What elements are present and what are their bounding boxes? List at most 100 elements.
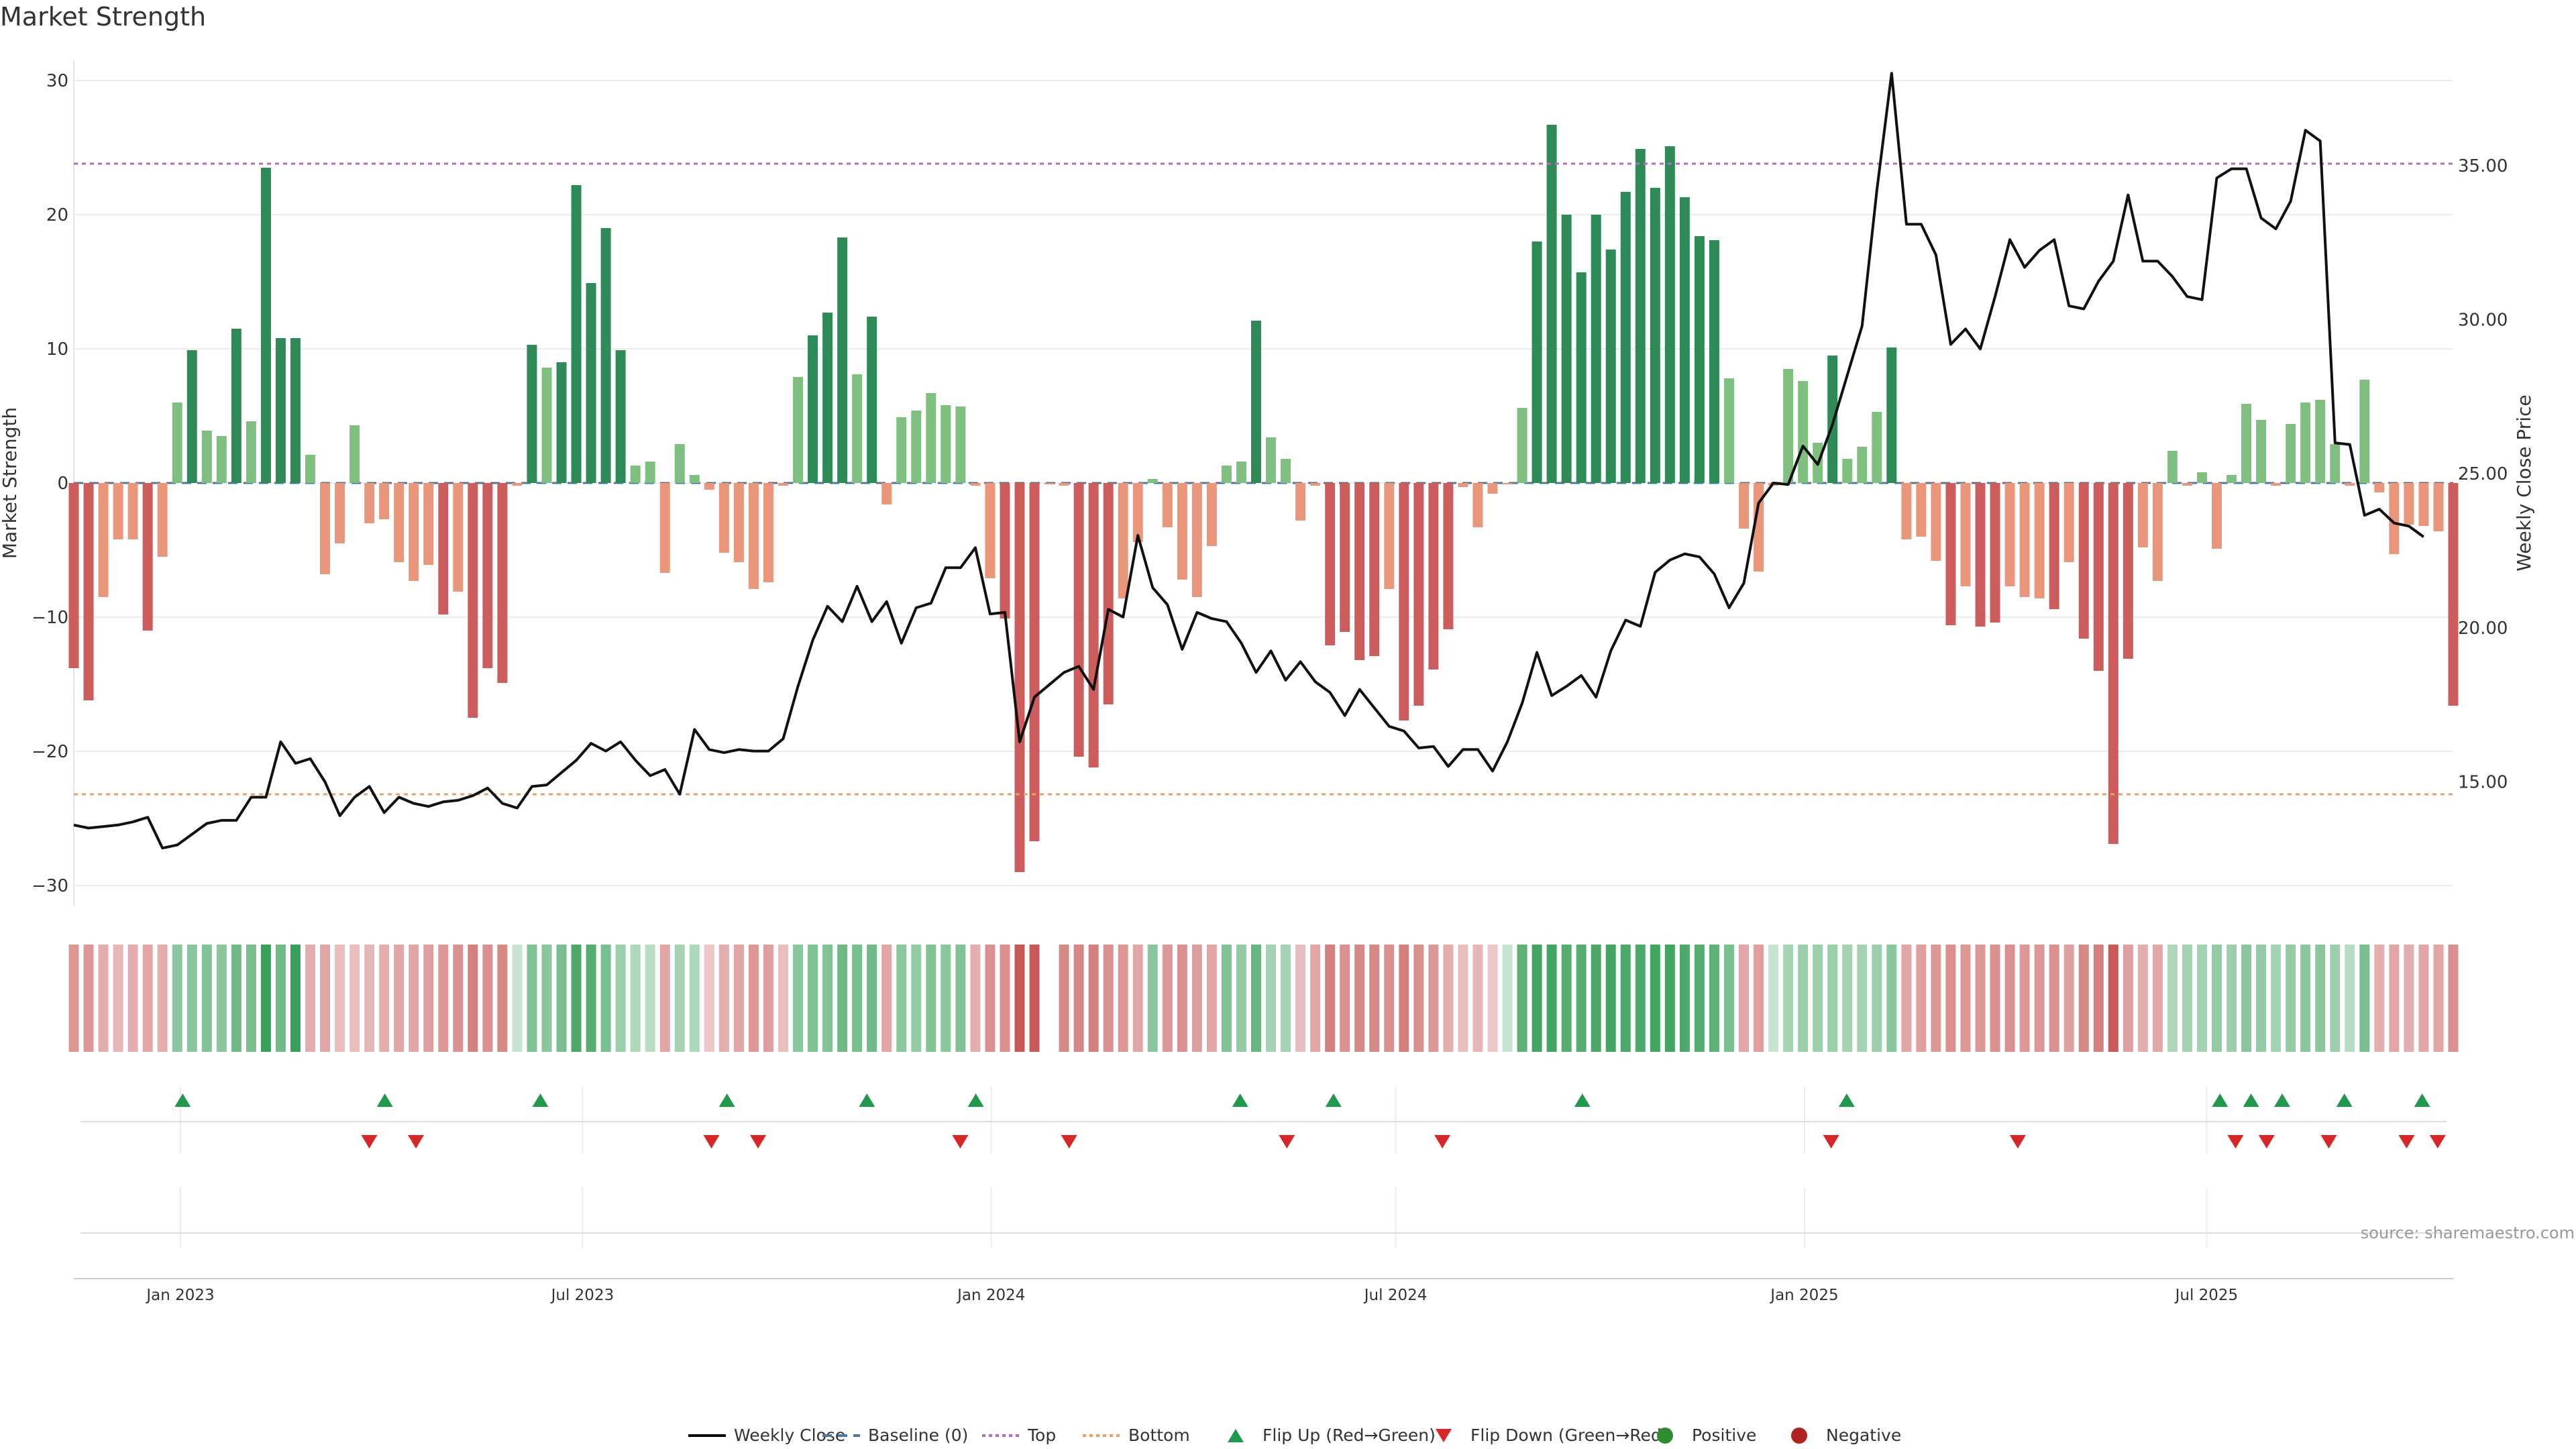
y-tick-label: −20 (32, 742, 68, 762)
strength-bar (1029, 483, 1040, 841)
strength-bar (1399, 483, 1409, 720)
strength-bar (2078, 483, 2089, 639)
strength-bar (1088, 483, 1099, 767)
strength-bar (127, 483, 138, 539)
heat-cell (1709, 945, 1719, 1052)
heat-cell (2182, 945, 2192, 1052)
legend: Weekly Close Baseline (0) Top Bottom Flip Up… (688, 1426, 1901, 1445)
heat-cell (1162, 945, 1173, 1052)
heat-cell (1502, 945, 1513, 1052)
strength-bar (2374, 483, 2385, 492)
strength-bar (1945, 483, 1956, 625)
strength-bar (2093, 483, 2104, 671)
strength-bar (748, 483, 759, 589)
y-tick-label: −30 (32, 876, 68, 896)
heat-cell (852, 945, 863, 1052)
strength-bar (83, 483, 94, 700)
strength-bar (808, 335, 818, 483)
heat-cell (335, 945, 345, 1052)
heat-cell (541, 945, 552, 1052)
flip-down-marker (952, 1135, 969, 1148)
heat-cell (1073, 945, 1084, 1052)
strength-bar (1916, 483, 1927, 537)
heat-cell (1842, 945, 1853, 1052)
strength-bar (1650, 188, 1660, 483)
strength-bar (290, 338, 301, 483)
heat-cell (985, 945, 996, 1052)
heat-cell (718, 945, 729, 1052)
strength-bar (231, 329, 241, 483)
heat-cell (1679, 945, 1690, 1052)
strength-bar (1576, 272, 1587, 483)
strength-bar (1221, 466, 1232, 483)
heat-cell (2226, 945, 2237, 1052)
strength-bar (1487, 483, 1498, 494)
heat-cell (1191, 945, 1202, 1052)
strength-bar (2226, 475, 2237, 483)
heat-cell (1945, 945, 1956, 1052)
heat-cell (350, 945, 360, 1052)
strength-bar (659, 483, 670, 573)
strength-bar (1118, 483, 1128, 598)
strength-bar (837, 237, 848, 483)
strength-bar (157, 483, 168, 557)
strength-bar (1044, 483, 1055, 484)
heat-cell (571, 945, 582, 1052)
strength-bar (1754, 483, 1764, 572)
strength-bar (674, 444, 685, 483)
strength-bar (778, 483, 788, 486)
strength-bar (733, 483, 744, 562)
heat-cell (1561, 945, 1572, 1052)
strength-bar (1191, 483, 1202, 597)
strength-bar (1281, 459, 1291, 483)
y-axis-label: Market Strength (0, 407, 21, 559)
strength-bar (1886, 347, 1897, 483)
strength-bar (260, 168, 271, 483)
strength-bar (1827, 356, 1838, 483)
heat-cell (1369, 945, 1380, 1052)
y2-axis-label: Weekly Close Price (2513, 394, 2535, 571)
strength-bar (985, 483, 996, 578)
y2-tick-label: 35.00 (2458, 156, 2508, 176)
heat-cell (615, 945, 626, 1052)
heat-cell (2448, 945, 2459, 1052)
heat-cell (1916, 945, 1927, 1052)
heat-cell (482, 945, 493, 1052)
heat-cell (113, 945, 123, 1052)
strength-bar (881, 483, 892, 504)
y2-tick-label: 15.00 (2458, 772, 2508, 792)
heat-cell (172, 945, 182, 1052)
legend-label: Baseline (0) (868, 1426, 968, 1445)
strength-bar (186, 350, 197, 483)
heat-cell (1103, 945, 1114, 1052)
flip-up-marker (967, 1093, 984, 1107)
heat-cell (955, 945, 966, 1052)
heat-cell (409, 945, 419, 1052)
heat-cell (1591, 945, 1601, 1052)
strength-bar (541, 368, 552, 483)
heat-cell (763, 945, 773, 1052)
heat-cell (2271, 945, 2282, 1052)
strength-bar (1073, 483, 1084, 757)
legend-swatch (1436, 1429, 1452, 1442)
strength-bar (2389, 483, 2400, 554)
heat-cell (1281, 945, 1291, 1052)
strength-bar (852, 374, 863, 483)
strength-bar (941, 405, 951, 483)
strength-bar (1635, 149, 1646, 483)
heat-cell (2034, 945, 2045, 1052)
heat-cell (2359, 945, 2370, 1052)
heat-cell (2389, 945, 2400, 1052)
heat-cell (83, 945, 94, 1052)
strength-bar (1546, 125, 1557, 483)
strength-bar (1458, 483, 1468, 487)
strength-bar (482, 483, 493, 668)
strength-bar (1059, 483, 1069, 486)
heat-cell (2315, 945, 2326, 1052)
heat-cell (1458, 945, 1468, 1052)
heat-cell (881, 945, 892, 1052)
strength-bar (1857, 447, 1868, 483)
strength-bar (1384, 483, 1395, 589)
strength-bar (1000, 483, 1010, 619)
heat-cell (586, 945, 596, 1052)
